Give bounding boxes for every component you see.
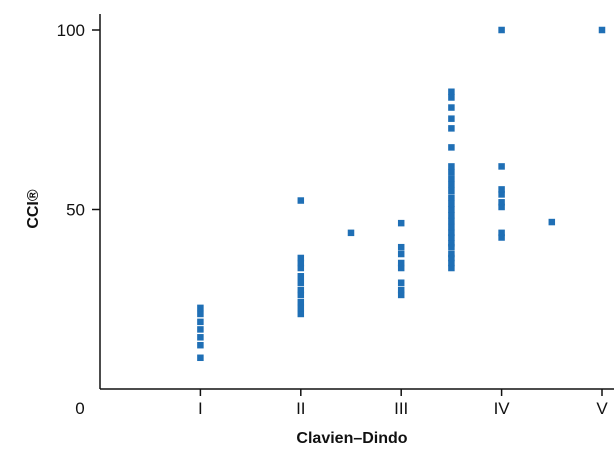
data-point	[448, 187, 455, 195]
data-point	[448, 168, 455, 176]
y-tick-label: 50	[66, 201, 85, 220]
data-point	[297, 298, 305, 306]
data-point	[448, 259, 455, 267]
data-point	[397, 250, 405, 258]
data-point	[448, 217, 455, 225]
data-point	[448, 125, 455, 132]
data-point	[498, 186, 505, 193]
data-point	[448, 194, 455, 201]
data-point	[448, 200, 455, 208]
data-point	[297, 310, 305, 318]
data-point	[498, 163, 505, 170]
data-point	[448, 240, 455, 247]
data-point	[498, 199, 505, 206]
y-axis-title: CCI®	[25, 189, 42, 229]
axes	[99, 14, 614, 390]
x-tick-label: III	[394, 399, 408, 418]
y-tick-label: 100	[57, 21, 85, 40]
data-point	[197, 310, 204, 318]
data-point	[448, 211, 455, 219]
x-tick-label: V	[596, 399, 608, 418]
data-point	[197, 304, 204, 312]
data-point	[498, 26, 505, 34]
y-ticks: 50 100	[57, 21, 100, 220]
data-point	[297, 254, 305, 262]
data-point	[448, 254, 455, 262]
data-point	[448, 88, 455, 95]
data-point	[347, 229, 355, 237]
data-point	[498, 191, 505, 198]
data-point	[448, 115, 455, 122]
data-point	[498, 229, 505, 237]
data-point	[448, 144, 455, 151]
data-point	[498, 234, 505, 241]
data-point	[498, 203, 505, 211]
data-point	[397, 219, 405, 227]
data-point	[448, 163, 455, 170]
x-tick-label: I	[198, 399, 203, 418]
data-point	[297, 273, 305, 280]
data-point	[197, 318, 204, 326]
x-origin-label: 0	[75, 399, 84, 418]
data-point	[297, 259, 305, 267]
data-point	[197, 354, 204, 362]
data-point	[297, 197, 305, 204]
data-point	[448, 175, 455, 182]
data-point	[297, 279, 305, 286]
data-point	[397, 279, 405, 286]
data-point	[448, 223, 455, 231]
data-point	[448, 264, 455, 272]
x-axis-title: Clavien–Dindo	[296, 430, 407, 447]
data-point	[448, 250, 455, 258]
data-point	[448, 104, 455, 111]
data-point	[448, 94, 455, 101]
data-point	[448, 229, 455, 237]
data-point	[448, 181, 455, 188]
data-point	[598, 26, 606, 34]
x-tick-label: IV	[494, 399, 511, 418]
data-point	[297, 286, 305, 294]
data-point	[297, 264, 305, 272]
data-point	[397, 286, 405, 294]
data-point	[197, 334, 204, 341]
x-ticks: I II III IV V	[198, 389, 608, 418]
data-points	[197, 26, 606, 362]
data-point	[397, 243, 405, 251]
data-point	[197, 326, 204, 333]
data-point	[448, 234, 455, 241]
data-point	[297, 291, 305, 299]
data-point	[448, 243, 455, 251]
data-point	[397, 259, 405, 267]
data-point	[548, 218, 556, 226]
data-point	[397, 264, 405, 272]
x-tick-label: II	[296, 399, 305, 418]
data-point	[197, 341, 204, 349]
data-point	[297, 304, 305, 312]
data-point	[397, 291, 405, 299]
data-point	[448, 206, 455, 213]
